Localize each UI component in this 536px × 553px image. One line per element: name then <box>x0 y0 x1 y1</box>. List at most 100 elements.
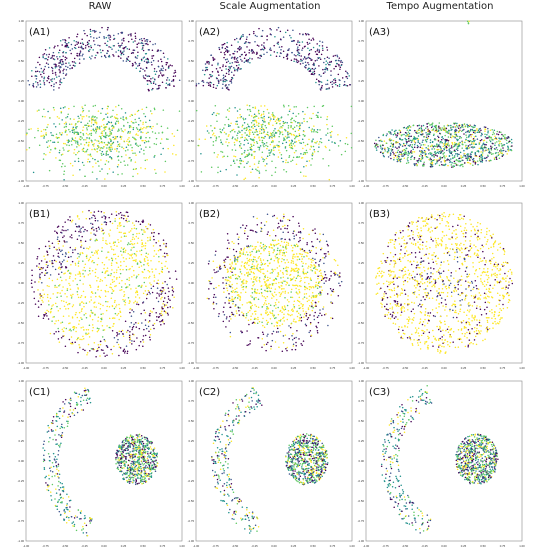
data-point <box>246 154 248 156</box>
data-point <box>319 57 321 59</box>
data-point <box>69 216 71 218</box>
data-point <box>52 55 54 57</box>
data-point <box>83 30 85 32</box>
data-point <box>105 137 107 139</box>
data-point <box>236 61 238 63</box>
data-point <box>99 45 101 47</box>
data-point <box>70 118 72 120</box>
data-point <box>113 254 115 256</box>
data-point <box>63 315 65 317</box>
data-point <box>298 60 300 62</box>
data-point <box>317 54 319 56</box>
data-point <box>143 264 145 266</box>
data-point <box>283 250 285 252</box>
data-point <box>117 121 119 123</box>
data-point <box>240 143 242 145</box>
data-point <box>121 39 123 41</box>
data-point <box>52 304 54 306</box>
data-point <box>406 163 408 165</box>
data-point <box>162 75 164 77</box>
data-point <box>162 269 164 271</box>
data-point <box>217 154 219 156</box>
data-point <box>66 241 68 243</box>
data-point <box>54 260 56 262</box>
data-point <box>94 240 96 242</box>
data-point <box>165 161 167 163</box>
data-point <box>35 75 37 77</box>
data-point <box>494 148 496 150</box>
data-point <box>109 327 111 329</box>
data-point <box>125 118 127 120</box>
data-point <box>279 120 281 122</box>
data-point <box>43 78 45 80</box>
data-point <box>45 49 47 51</box>
y-tick-label: -0.25 <box>18 119 25 123</box>
data-point <box>88 43 90 45</box>
data-point <box>118 164 120 166</box>
data-point <box>91 149 93 151</box>
data-point <box>136 236 138 238</box>
data-point <box>58 69 60 71</box>
data-point <box>47 265 49 267</box>
data-point <box>140 43 142 45</box>
data-point <box>243 144 245 146</box>
data-point <box>507 146 509 148</box>
data-point <box>414 141 416 143</box>
data-point <box>44 66 46 68</box>
data-point <box>145 290 147 292</box>
data-point <box>105 218 107 220</box>
data-point <box>239 114 241 116</box>
data-point <box>92 166 94 168</box>
data-point <box>272 116 274 118</box>
data-point <box>347 144 349 146</box>
y-tick-label: -0.50 <box>18 321 25 325</box>
data-point <box>493 133 495 135</box>
data-point <box>58 247 60 249</box>
data-point <box>168 296 170 298</box>
data-point <box>402 139 404 141</box>
data-point <box>441 139 443 141</box>
data-point <box>142 132 144 134</box>
data-point <box>110 229 112 231</box>
data-point <box>79 304 81 306</box>
data-point <box>418 135 420 137</box>
data-point <box>65 345 67 347</box>
data-point <box>109 235 111 237</box>
data-point <box>323 62 325 64</box>
data-point <box>101 319 103 321</box>
data-point <box>154 275 156 277</box>
data-point <box>95 127 97 129</box>
data-point <box>105 129 107 131</box>
data-point <box>118 55 120 57</box>
data-point <box>340 61 342 63</box>
data-point <box>511 145 513 147</box>
data-point <box>97 320 99 322</box>
x-tick-label: -0.75 <box>42 184 49 188</box>
data-point <box>274 51 276 53</box>
x-tick-label: 0.25 <box>121 184 127 188</box>
data-point <box>273 45 275 47</box>
data-point <box>120 138 122 140</box>
data-point <box>288 105 290 107</box>
data-point <box>255 129 257 131</box>
data-point <box>247 109 249 111</box>
data-point <box>134 260 136 262</box>
data-point <box>231 263 233 265</box>
data-point <box>436 162 438 164</box>
data-point <box>60 268 62 270</box>
data-point <box>73 327 75 329</box>
data-point <box>143 38 145 40</box>
data-point <box>282 134 284 136</box>
data-point <box>266 127 268 129</box>
data-point <box>261 129 263 131</box>
data-point <box>254 136 256 138</box>
data-point <box>133 127 135 129</box>
data-point <box>94 314 96 316</box>
data-point <box>282 323 284 325</box>
data-point <box>150 78 152 80</box>
data-point <box>146 61 148 63</box>
data-point <box>107 29 109 31</box>
data-point <box>46 54 48 56</box>
data-point <box>299 297 301 299</box>
